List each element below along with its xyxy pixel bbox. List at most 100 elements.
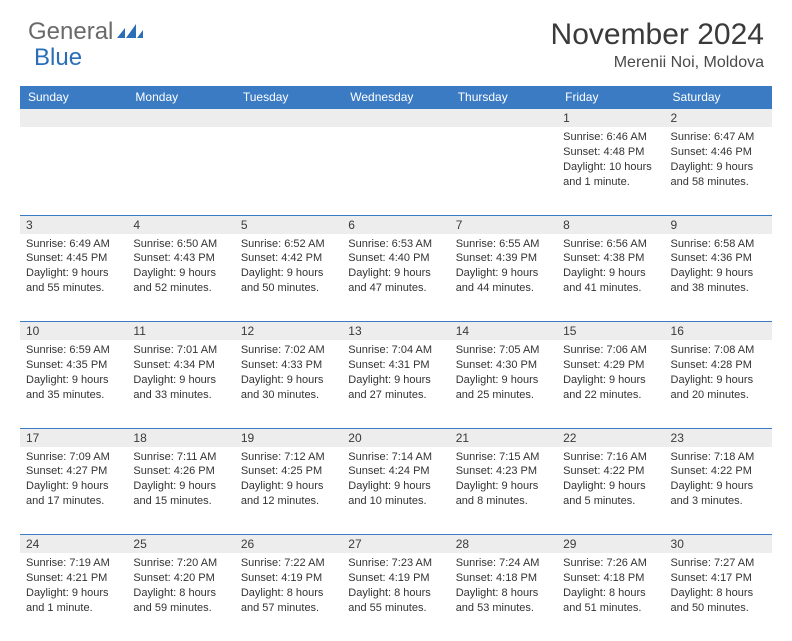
day-cell: Sunrise: 7:08 AMSunset: 4:28 PMDaylight:… <box>665 340 772 428</box>
day-content-row: Sunrise: 7:19 AMSunset: 4:21 PMDaylight:… <box>20 553 772 641</box>
day-details: Sunrise: 6:55 AMSunset: 4:39 PMDaylight:… <box>450 234 557 302</box>
day-content-row: Sunrise: 6:49 AMSunset: 4:45 PMDaylight:… <box>20 234 772 322</box>
day-cell: Sunrise: 7:09 AMSunset: 4:27 PMDaylight:… <box>20 447 127 535</box>
day-number-cell <box>20 109 127 128</box>
day-number-cell: 13 <box>342 322 449 341</box>
day-number-cell: 4 <box>127 215 234 234</box>
weekday-header: Monday <box>127 86 234 109</box>
day-cell: Sunrise: 6:59 AMSunset: 4:35 PMDaylight:… <box>20 340 127 428</box>
day-number-cell: 29 <box>557 535 664 554</box>
day-number-cell: 23 <box>665 428 772 447</box>
day-number-cell: 21 <box>450 428 557 447</box>
day-cell <box>342 127 449 215</box>
day-content-row: Sunrise: 6:59 AMSunset: 4:35 PMDaylight:… <box>20 340 772 428</box>
weekday-header: Saturday <box>665 86 772 109</box>
day-number-cell: 19 <box>235 428 342 447</box>
day-number-cell: 3 <box>20 215 127 234</box>
day-number-cell <box>127 109 234 128</box>
day-details: Sunrise: 6:53 AMSunset: 4:40 PMDaylight:… <box>342 234 449 302</box>
day-cell: Sunrise: 7:06 AMSunset: 4:29 PMDaylight:… <box>557 340 664 428</box>
daynum-row: 17181920212223 <box>20 428 772 447</box>
weekday-header: Wednesday <box>342 86 449 109</box>
day-cell: Sunrise: 7:26 AMSunset: 4:18 PMDaylight:… <box>557 553 664 641</box>
day-details: Sunrise: 7:27 AMSunset: 4:17 PMDaylight:… <box>665 553 772 621</box>
day-number-cell: 10 <box>20 322 127 341</box>
brand-logo: General Blue <box>28 18 143 46</box>
day-number-cell: 17 <box>20 428 127 447</box>
weekday-header: Friday <box>557 86 664 109</box>
day-number-cell: 16 <box>665 322 772 341</box>
day-cell: Sunrise: 7:02 AMSunset: 4:33 PMDaylight:… <box>235 340 342 428</box>
day-details: Sunrise: 7:18 AMSunset: 4:22 PMDaylight:… <box>665 447 772 515</box>
day-cell: Sunrise: 7:19 AMSunset: 4:21 PMDaylight:… <box>20 553 127 641</box>
day-details: Sunrise: 6:50 AMSunset: 4:43 PMDaylight:… <box>127 234 234 302</box>
day-number-cell: 2 <box>665 109 772 128</box>
day-details: Sunrise: 7:05 AMSunset: 4:30 PMDaylight:… <box>450 340 557 408</box>
day-number-cell: 24 <box>20 535 127 554</box>
daynum-row: 24252627282930 <box>20 535 772 554</box>
day-content-row: Sunrise: 6:46 AMSunset: 4:48 PMDaylight:… <box>20 127 772 215</box>
day-details: Sunrise: 7:14 AMSunset: 4:24 PMDaylight:… <box>342 447 449 515</box>
daynum-row: 12 <box>20 109 772 128</box>
daynum-row: 10111213141516 <box>20 322 772 341</box>
day-content-row: Sunrise: 7:09 AMSunset: 4:27 PMDaylight:… <box>20 447 772 535</box>
brand-second: Blue <box>34 44 82 71</box>
day-details: Sunrise: 7:26 AMSunset: 4:18 PMDaylight:… <box>557 553 664 621</box>
day-details: Sunrise: 7:23 AMSunset: 4:19 PMDaylight:… <box>342 553 449 621</box>
wave-icon <box>117 22 143 45</box>
day-cell <box>450 127 557 215</box>
day-cell <box>20 127 127 215</box>
day-cell: Sunrise: 6:55 AMSunset: 4:39 PMDaylight:… <box>450 234 557 322</box>
day-details: Sunrise: 7:09 AMSunset: 4:27 PMDaylight:… <box>20 447 127 515</box>
day-cell: Sunrise: 7:05 AMSunset: 4:30 PMDaylight:… <box>450 340 557 428</box>
day-number-cell: 9 <box>665 215 772 234</box>
day-cell: Sunrise: 7:27 AMSunset: 4:17 PMDaylight:… <box>665 553 772 641</box>
day-details: Sunrise: 7:06 AMSunset: 4:29 PMDaylight:… <box>557 340 664 408</box>
day-details: Sunrise: 7:02 AMSunset: 4:33 PMDaylight:… <box>235 340 342 408</box>
day-number-cell: 25 <box>127 535 234 554</box>
day-number-cell: 5 <box>235 215 342 234</box>
day-cell: Sunrise: 7:12 AMSunset: 4:25 PMDaylight:… <box>235 447 342 535</box>
day-cell: Sunrise: 6:49 AMSunset: 4:45 PMDaylight:… <box>20 234 127 322</box>
day-details: Sunrise: 7:01 AMSunset: 4:34 PMDaylight:… <box>127 340 234 408</box>
day-cell: Sunrise: 6:46 AMSunset: 4:48 PMDaylight:… <box>557 127 664 215</box>
day-details: Sunrise: 6:59 AMSunset: 4:35 PMDaylight:… <box>20 340 127 408</box>
day-number-cell: 14 <box>450 322 557 341</box>
day-number-cell <box>450 109 557 128</box>
day-cell: Sunrise: 7:15 AMSunset: 4:23 PMDaylight:… <box>450 447 557 535</box>
day-number-cell: 1 <box>557 109 664 128</box>
day-number-cell <box>235 109 342 128</box>
day-details: Sunrise: 7:08 AMSunset: 4:28 PMDaylight:… <box>665 340 772 408</box>
location-label: Merenii Noi, Moldova <box>551 54 764 72</box>
day-details: Sunrise: 7:15 AMSunset: 4:23 PMDaylight:… <box>450 447 557 515</box>
day-details: Sunrise: 7:24 AMSunset: 4:18 PMDaylight:… <box>450 553 557 621</box>
day-details: Sunrise: 6:56 AMSunset: 4:38 PMDaylight:… <box>557 234 664 302</box>
day-details: Sunrise: 7:16 AMSunset: 4:22 PMDaylight:… <box>557 447 664 515</box>
day-cell: Sunrise: 6:52 AMSunset: 4:42 PMDaylight:… <box>235 234 342 322</box>
day-number-cell: 20 <box>342 428 449 447</box>
daynum-row: 3456789 <box>20 215 772 234</box>
page-header: General Blue November 2024 Merenii Noi, … <box>0 0 792 80</box>
day-details: Sunrise: 7:20 AMSunset: 4:20 PMDaylight:… <box>127 553 234 621</box>
day-details: Sunrise: 6:52 AMSunset: 4:42 PMDaylight:… <box>235 234 342 302</box>
day-number-cell: 8 <box>557 215 664 234</box>
day-cell: Sunrise: 7:24 AMSunset: 4:18 PMDaylight:… <box>450 553 557 641</box>
weekday-header: Sunday <box>20 86 127 109</box>
weekday-header-row: SundayMondayTuesdayWednesdayThursdayFrid… <box>20 86 772 109</box>
calendar-table: SundayMondayTuesdayWednesdayThursdayFrid… <box>20 86 772 641</box>
day-number-cell: 27 <box>342 535 449 554</box>
weekday-header: Thursday <box>450 86 557 109</box>
day-details: Sunrise: 7:04 AMSunset: 4:31 PMDaylight:… <box>342 340 449 408</box>
day-cell: Sunrise: 7:16 AMSunset: 4:22 PMDaylight:… <box>557 447 664 535</box>
day-details: Sunrise: 7:19 AMSunset: 4:21 PMDaylight:… <box>20 553 127 621</box>
day-details: Sunrise: 6:49 AMSunset: 4:45 PMDaylight:… <box>20 234 127 302</box>
day-cell: Sunrise: 7:04 AMSunset: 4:31 PMDaylight:… <box>342 340 449 428</box>
day-details: Sunrise: 6:46 AMSunset: 4:48 PMDaylight:… <box>557 127 664 195</box>
day-cell: Sunrise: 6:58 AMSunset: 4:36 PMDaylight:… <box>665 234 772 322</box>
day-number-cell: 11 <box>127 322 234 341</box>
day-number-cell: 22 <box>557 428 664 447</box>
day-cell <box>127 127 234 215</box>
day-cell: Sunrise: 7:20 AMSunset: 4:20 PMDaylight:… <box>127 553 234 641</box>
weekday-header: Tuesday <box>235 86 342 109</box>
day-cell: Sunrise: 7:01 AMSunset: 4:34 PMDaylight:… <box>127 340 234 428</box>
